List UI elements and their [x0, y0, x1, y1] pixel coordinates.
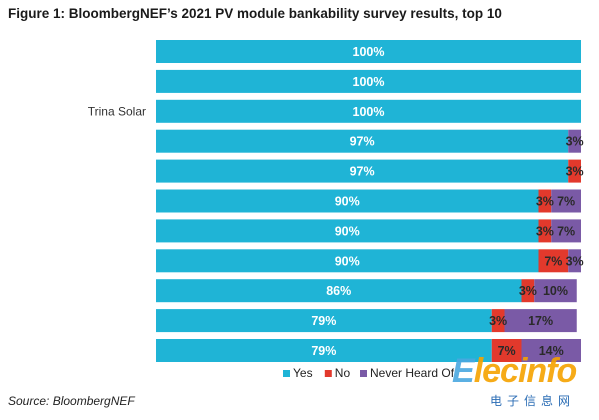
data-label: 3%	[536, 195, 554, 209]
bar-segment-never-heard-of	[534, 279, 577, 303]
data-label: 79%	[311, 344, 336, 358]
bar-segment-never-heard-of	[551, 219, 581, 243]
bar-segment-yes	[156, 339, 492, 362]
data-label: 3%	[519, 284, 537, 298]
bar-segment-yes	[156, 309, 492, 333]
bar-segment-never-heard-of	[551, 189, 581, 213]
data-label: 14%	[539, 344, 564, 358]
data-label: 7%	[557, 195, 575, 209]
bar-segment-yes	[156, 40, 581, 63]
data-label: 10%	[543, 284, 568, 298]
bar-segment-yes	[156, 189, 539, 213]
bar-segment-never-heard-of	[521, 339, 581, 362]
data-label: 90%	[335, 224, 360, 238]
bar-segment-no	[521, 279, 535, 303]
data-label: 97%	[350, 135, 375, 149]
watermark-brand: Elecinfo	[452, 352, 577, 390]
data-label: 100%	[353, 105, 385, 119]
bar-segment-never-heard-of	[504, 309, 577, 333]
data-label: 90%	[335, 254, 360, 268]
legend-entry: No	[335, 366, 351, 380]
bar-segment-yes	[156, 279, 522, 303]
bar-segment-yes	[156, 159, 569, 183]
data-label: 100%	[353, 45, 385, 59]
bar-segment-yes	[156, 219, 539, 243]
watermark-subtitle: 电子信息网	[490, 394, 576, 408]
bar-segment-no	[491, 339, 522, 362]
category-label: Trina Solar	[88, 104, 146, 118]
legend-swatch	[360, 370, 367, 377]
data-label: 86%	[326, 284, 351, 298]
legend-swatch	[283, 370, 290, 377]
bar-segment-no	[538, 219, 552, 243]
elecinfo-watermark-logo: Elecinfo 电子信息网	[452, 352, 597, 414]
legend-entry: Yes	[293, 366, 313, 380]
data-label: 7%	[544, 254, 562, 268]
bar-segment-never-heard-of	[568, 249, 581, 273]
data-label: 90%	[335, 195, 360, 209]
bar-segment-yes	[156, 99, 581, 123]
bar-segment-yes	[156, 69, 581, 93]
chart-source: Source: BloombergNEF	[8, 394, 135, 408]
bar-segment-no	[538, 189, 552, 213]
chart-title: Figure 1: BloombergNEF’s 2021 PV module …	[8, 6, 502, 21]
data-label: 3%	[566, 135, 584, 149]
data-label: 17%	[528, 314, 553, 328]
bar-segment-never-heard-of	[568, 129, 581, 153]
bar-segment-yes	[156, 129, 569, 153]
data-label: 79%	[311, 314, 336, 328]
data-label: 3%	[566, 254, 584, 268]
data-label: 3%	[566, 165, 584, 179]
legend-entry: Never Heard Of	[370, 366, 455, 380]
data-label: 3%	[536, 224, 554, 238]
data-label: 3%	[489, 314, 507, 328]
data-label: 7%	[557, 224, 575, 238]
bar-segment-no	[538, 249, 569, 273]
data-label: 7%	[498, 344, 516, 358]
bar-segment-no	[568, 159, 581, 183]
bar-segment-no	[491, 309, 505, 333]
data-label: 97%	[350, 165, 375, 179]
data-label: 100%	[353, 75, 385, 89]
legend-swatch	[324, 370, 332, 377]
bar-segment-yes	[156, 249, 539, 273]
